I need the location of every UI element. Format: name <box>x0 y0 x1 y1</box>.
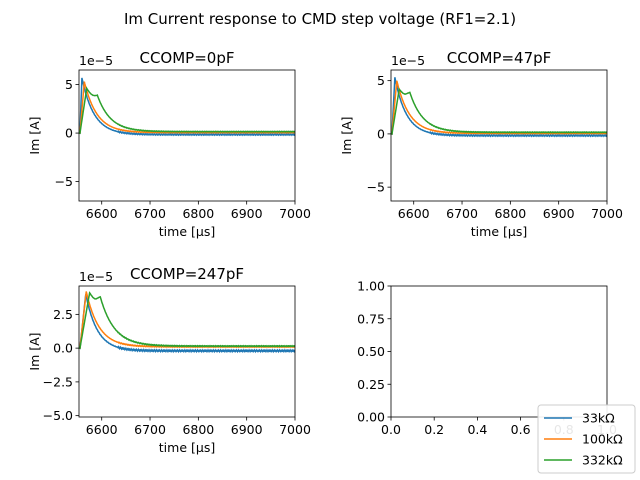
series-line-2 <box>79 81 295 134</box>
y-tick-label: 0.00 <box>357 410 385 425</box>
axes-frame <box>78 285 296 418</box>
y-tick-label: 2.5 <box>53 307 73 322</box>
subplot-4: 0.00.20.40.60.81.00.000.250.500.751.00 <box>357 279 617 438</box>
y-tick-label: 0.0 <box>53 341 73 356</box>
x-tick-label: 6800 <box>494 206 526 221</box>
legend: 33kΩ 100kΩ 332kΩ <box>537 404 636 474</box>
series-line-3 <box>79 86 295 134</box>
axes-frame <box>390 69 608 202</box>
x-tick-label: 0.2 <box>424 422 444 437</box>
y-offset-text: 1e−5 <box>79 269 113 284</box>
x-tick-label: 6600 <box>86 422 118 437</box>
y-tick-label: 0.50 <box>357 344 385 359</box>
x-tick-label: 0.0 <box>381 422 401 437</box>
series-line-3 <box>79 291 295 350</box>
x-tick-label: 6900 <box>231 206 263 221</box>
legend-entry: 100kΩ <box>582 432 623 447</box>
series-line-1 <box>79 294 295 354</box>
x-tick-label: 6600 <box>398 206 430 221</box>
subplot-title: CCOMP=47pF <box>447 49 552 67</box>
legend-entry: 33kΩ <box>582 411 615 426</box>
subplot-3: 6600 6700 6800 6900 7000 −5.0 −2.5 0.0 2.5 CCOMP=… <box>27 265 311 455</box>
x-tick-label: 6900 <box>543 206 575 221</box>
series-line-2 <box>391 80 607 135</box>
x-tick-label: 6600 <box>86 206 118 221</box>
x-tick-label: 0.4 <box>467 422 487 437</box>
x-tick-label: 6900 <box>231 422 263 437</box>
y-tick-label: 0.75 <box>357 311 385 326</box>
x-axis-label: time [μs] <box>159 440 215 455</box>
subplot-1: 6600 6700 6800 6900 7000 −5 0 5 CCOMP=0pF time [μ… <box>27 49 311 239</box>
y-tick-label: 1.00 <box>357 279 385 294</box>
series-line-1 <box>391 77 607 138</box>
y-tick-label: −5.0 <box>43 408 73 423</box>
legend-entry: 332kΩ <box>582 453 623 468</box>
y-tick-label: 5 <box>377 73 385 88</box>
y-tick-label: 0.25 <box>357 377 385 392</box>
x-tick-label: 6800 <box>182 206 214 221</box>
y-tick-label: 5 <box>65 77 73 92</box>
subplot-2: 6600 6700 6800 6900 7000 −5 0 5 CCOMP=47pF time [… <box>339 49 623 239</box>
figure-title: Im Current response to CMD step voltage … <box>124 10 516 28</box>
subplot-title: CCOMP=247pF <box>130 265 244 283</box>
x-tick-label: 0.6 <box>511 422 531 437</box>
y-offset-text: 1e−5 <box>391 53 425 68</box>
x-tick-label: 6700 <box>134 422 166 437</box>
series-line-2 <box>79 291 295 350</box>
y-tick-label: −2.5 <box>43 374 73 389</box>
legend-box <box>537 404 636 474</box>
x-tick-label: 6700 <box>446 206 478 221</box>
series-line-1 <box>79 77 295 137</box>
y-offset-text: 1e−5 <box>79 53 113 68</box>
x-tick-label: 7000 <box>591 206 623 221</box>
axes-frame <box>78 69 296 202</box>
y-tick-label: −5 <box>55 174 73 189</box>
axes-frame <box>390 285 608 418</box>
y-tick-label: 0 <box>65 126 73 141</box>
x-tick-label: 6800 <box>182 422 214 437</box>
x-tick-label: 6700 <box>134 206 166 221</box>
x-axis-label: time [μs] <box>159 224 215 239</box>
y-tick-label: −5 <box>367 180 385 195</box>
y-axis-label: Im [A] <box>27 332 42 370</box>
y-axis-label: Im [A] <box>27 116 42 154</box>
x-tick-label: 7000 <box>279 206 311 221</box>
x-tick-label: 7000 <box>279 422 311 437</box>
subplot-title: CCOMP=0pF <box>139 49 234 67</box>
series-line-3 <box>391 87 607 135</box>
y-tick-label: 0 <box>377 126 385 141</box>
y-axis-label: Im [A] <box>339 116 354 154</box>
x-axis-label: time [μs] <box>471 224 527 239</box>
